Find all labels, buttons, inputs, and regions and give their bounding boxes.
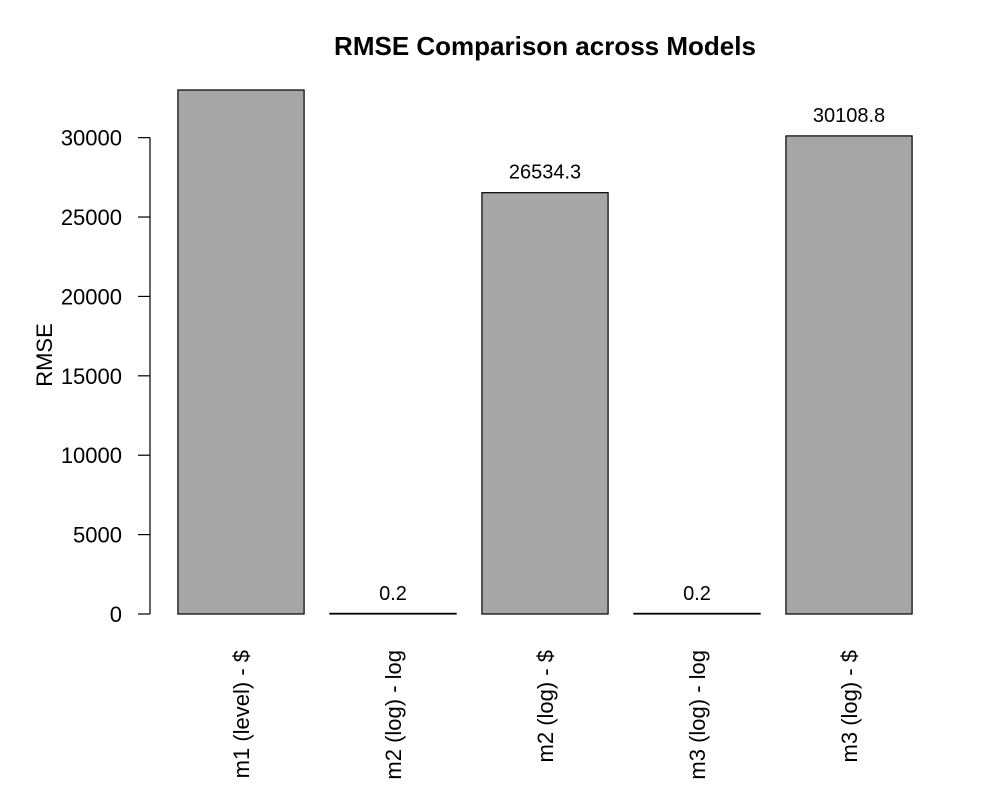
data-label: 0.2: [379, 583, 407, 605]
y-axis-label: RMSE: [32, 323, 57, 387]
bar: [785, 135, 913, 615]
y-tick-label: 25000: [61, 205, 122, 230]
y-tick-label: 15000: [61, 364, 122, 389]
x-tick-labels-group: m1 (level) - $ m2 (log) - log m2 (log) - $…: [229, 650, 862, 780]
data-label: 0.2: [683, 583, 711, 605]
y-tick-label: 0: [110, 602, 122, 627]
bar: [329, 612, 457, 615]
bar: [633, 612, 761, 615]
data-labels-group: 0.2 26534.3 0.2 30108.8: [379, 105, 885, 605]
y-tick-label: 30000: [61, 126, 122, 151]
x-tick-label: m3 (log) - log: [685, 650, 710, 780]
x-tick-label: m1 (level) - $: [229, 650, 254, 778]
bars-group: [177, 89, 913, 615]
data-label: 26534.3: [509, 162, 581, 184]
data-label: 30108.8: [813, 105, 885, 127]
y-tick-label: 20000: [61, 284, 122, 309]
y-tick-label: 10000: [61, 443, 122, 468]
y-axis: 0 5000 10000 15000 20000 25000 30000: [61, 126, 151, 627]
x-tick-label: m2 (log) - $: [533, 650, 558, 762]
chart-title: RMSE Comparison across Models: [334, 31, 756, 61]
bar: [177, 89, 305, 615]
x-tick-label: m2 (log) - log: [381, 650, 406, 780]
y-tick-label: 5000: [73, 523, 122, 548]
x-tick-label: m3 (log) - $: [837, 650, 862, 762]
bar: [481, 192, 609, 615]
